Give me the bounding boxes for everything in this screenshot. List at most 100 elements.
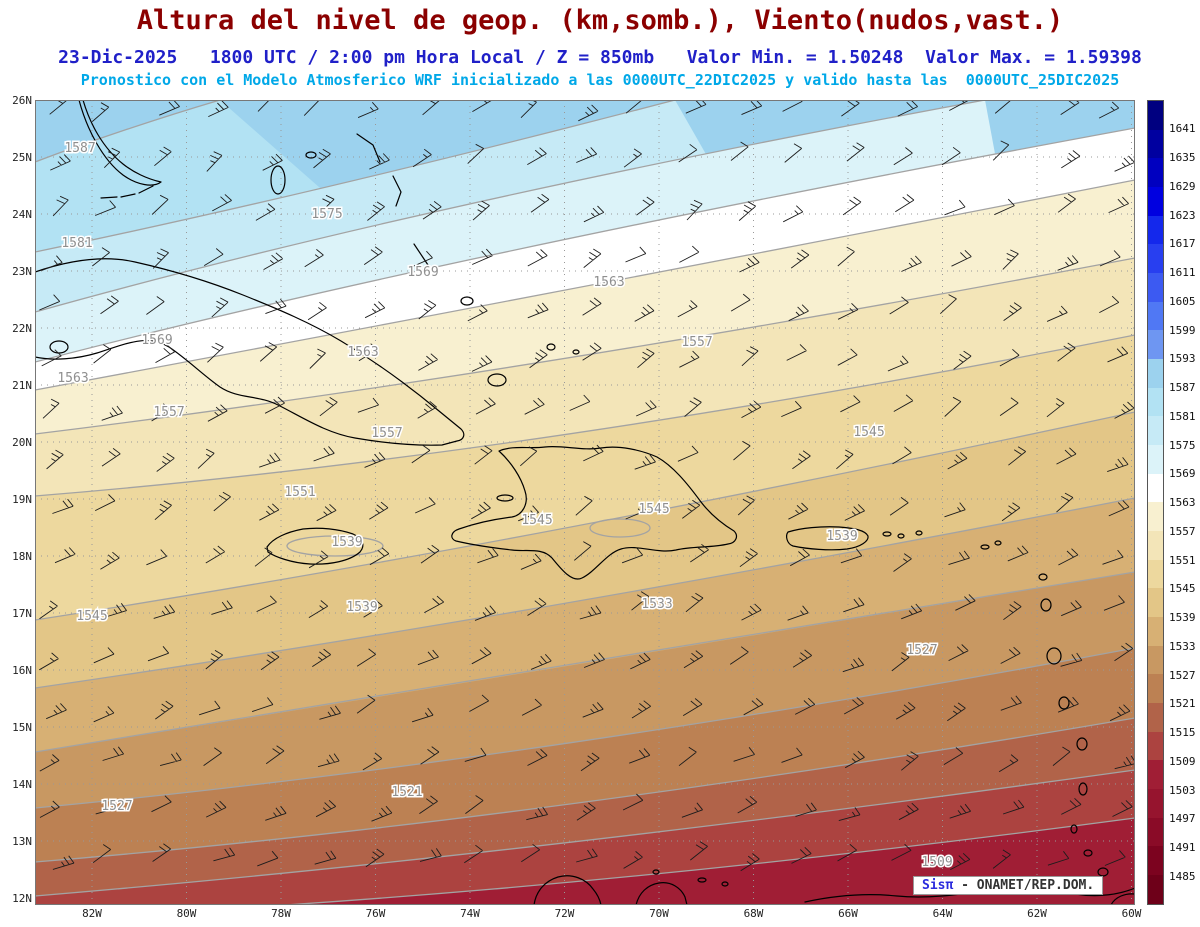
colorbar-tick-label: 1641 — [1169, 122, 1196, 136]
colorbar-tick-label: 1545 — [1169, 582, 1196, 596]
lat-tick-label: 22N — [12, 322, 32, 335]
colorbar-cell — [1148, 588, 1163, 618]
lat-tick-label: 20N — [12, 436, 32, 449]
colorbar-cell — [1148, 502, 1163, 532]
colorbar-tick-label: 1485 — [1169, 869, 1196, 883]
colorbar-tick-label: 1593 — [1169, 352, 1196, 366]
contour-label: 1533 — [641, 597, 672, 612]
contour-label: 1557 — [153, 405, 184, 420]
contour-label: 1527 — [906, 643, 937, 658]
lon-tick-label: 60W — [1121, 907, 1142, 920]
colorbar-cell — [1148, 731, 1163, 761]
contour-label: 1569 — [407, 265, 438, 280]
colorbar-tick-label: 1569 — [1169, 467, 1196, 481]
lon-tick-label: 74W — [460, 907, 480, 920]
colorbar-tick-label: 1515 — [1169, 726, 1196, 739]
watermark: Sisπ - ONAMET/REP.DOM. — [913, 876, 1104, 895]
contour-label: 1551 — [284, 485, 315, 500]
contour-label: 1557 — [681, 335, 712, 350]
contour-label: 1545 — [853, 425, 884, 440]
colorbar-tick-label: 1617 — [1169, 237, 1196, 251]
lat-tick-label: 18N — [12, 550, 32, 563]
contour-label: 1587 — [64, 141, 95, 156]
colorbar-tick-label: 1611 — [1169, 266, 1196, 279]
contour-label: 1545 — [521, 513, 552, 528]
contour-label: 1575 — [311, 207, 342, 222]
colorbar-cell — [1148, 760, 1163, 790]
lat-tick-label: 12N — [12, 892, 32, 905]
lat-tick-label: 25N — [12, 151, 32, 164]
colorbar-tick-label: 1557 — [1169, 524, 1196, 538]
page-title: Altura del nivel de geop. (km,somb.), Vi… — [136, 5, 1064, 36]
contour-label: 1539 — [331, 535, 362, 550]
lon-tick-label: 70W — [649, 907, 669, 920]
colorbar-tick-label: 1551 — [1169, 553, 1196, 567]
lon-tick-label: 82W — [82, 907, 102, 920]
lon-tick-label: 72W — [554, 907, 575, 920]
colorbar-tick-label: 1605 — [1169, 294, 1196, 308]
colorbar-tick-label: 1527 — [1169, 668, 1196, 682]
colorbar-cell — [1148, 187, 1163, 216]
contour-label: 1569 — [141, 333, 172, 348]
lat-tick-label: 23N — [12, 265, 32, 278]
colorbar-cell — [1148, 301, 1163, 331]
contour-label: 1527 — [101, 799, 132, 814]
colorbar-cell — [1148, 158, 1163, 188]
colorbar-tick-label: 1491 — [1169, 841, 1196, 854]
lat-tick-label: 16N — [12, 664, 32, 677]
contour-label: 1539 — [826, 529, 857, 544]
contour-line-layer — [35, 100, 1135, 905]
colorbar-cell — [1148, 473, 1163, 503]
colorbar-tick-label: 1623 — [1169, 208, 1196, 222]
lat-tick-label: 19N — [12, 493, 32, 506]
wind-barb-layer — [39, 100, 1135, 872]
colorbar — [1147, 100, 1164, 905]
colorbar-tick-label: 1599 — [1169, 323, 1196, 337]
watermark-brand: Sisπ — [922, 878, 954, 893]
colorbar-cell — [1148, 789, 1163, 818]
colorbar-tick-label: 1497 — [1169, 812, 1196, 826]
map-canvas: 1587 1581 1575 1569 1569 1563 1563 1563 1557 1557… — [35, 100, 1135, 905]
contour-label: 1563 — [593, 275, 624, 290]
colorbar-cell — [1148, 445, 1163, 474]
colorbar-cell — [1148, 416, 1163, 446]
colorbar-cell — [1148, 703, 1163, 732]
colorbar-tick-label: 1629 — [1169, 179, 1196, 193]
contour-label: 1539 — [346, 600, 377, 615]
lat-tick-label: 14N — [12, 778, 32, 791]
subtitle-valid-time: 23-Dic-2025 1800 UTC / 2:00 pm Hora Loca… — [58, 47, 1142, 68]
colorbar-cell — [1148, 674, 1163, 704]
contour-label: 1563 — [347, 345, 378, 360]
colorbar-cell — [1148, 129, 1163, 159]
colorbar-tick-label: 1587 — [1169, 381, 1196, 394]
colorbar-cell — [1148, 531, 1163, 560]
colorbar-tick-label: 1539 — [1169, 611, 1196, 624]
colorbar-tick-label: 1581 — [1169, 409, 1196, 423]
colorbar-cell — [1148, 101, 1163, 130]
lat-tick-label: 21N — [12, 379, 32, 392]
lat-tick-label: 13N — [12, 835, 32, 848]
colorbar-tick-label: 1563 — [1169, 496, 1196, 509]
lat-tick-label: 24N — [12, 208, 32, 221]
colorbar-cell — [1148, 273, 1163, 302]
contour-label: 1545 — [76, 609, 107, 624]
colorbar-cell — [1148, 645, 1163, 675]
colorbar-cell — [1148, 244, 1163, 274]
lat-tick-label: 26N — [12, 94, 32, 107]
colorbar-tick-label: 1575 — [1169, 438, 1196, 452]
contour-fill-layer — [35, 100, 1135, 905]
colorbar-tick-label: 1521 — [1169, 697, 1196, 711]
colorbar-cell — [1148, 617, 1163, 646]
colorbar-tick-label: 1533 — [1169, 639, 1196, 653]
colorbar-cell — [1148, 875, 1163, 904]
colorbar-tick-label: 1503 — [1169, 783, 1196, 797]
map-frame — [35, 100, 1135, 905]
contour-label: 1509 — [921, 855, 952, 870]
colorbar-tick-label: 1509 — [1169, 754, 1196, 768]
lon-tick-label: 68W — [743, 907, 764, 920]
lon-tick-label: 66W — [838, 907, 858, 920]
colorbar-cell — [1148, 817, 1163, 847]
contour-label: 1581 — [61, 236, 92, 251]
lon-tick-label: 80W — [176, 907, 197, 920]
